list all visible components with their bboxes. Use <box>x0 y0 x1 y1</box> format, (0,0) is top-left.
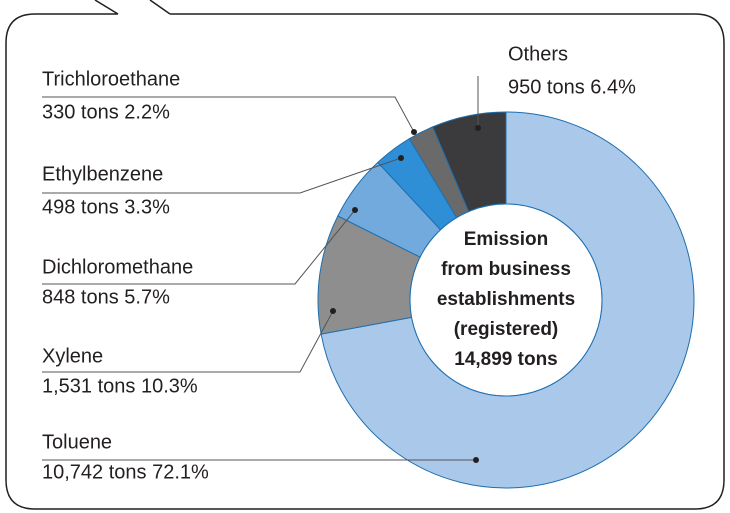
center-text: from business <box>441 259 571 280</box>
segment-name: Xylene <box>42 345 103 367</box>
leader-line <box>42 96 415 133</box>
leader-dot <box>473 457 479 463</box>
segment-name: Others <box>508 43 568 65</box>
segment-value: 950 tons 6.4% <box>508 76 636 98</box>
segment-name: Ethylbenzene <box>42 163 163 185</box>
center-text: (registered) <box>454 319 559 340</box>
segment-value: 498 tons 3.3% <box>42 196 170 218</box>
segment-name: Toluene <box>42 431 112 453</box>
segment-value: 1,531 tons 10.3% <box>42 375 198 397</box>
leader-dot <box>330 308 336 314</box>
leader-dot <box>352 207 358 213</box>
leader-dot <box>475 125 481 131</box>
segment-name: Trichloroethane <box>42 68 180 90</box>
leader-line <box>42 310 334 373</box>
segment-value: 848 tons 5.7% <box>42 286 170 308</box>
segment-value: 10,742 tons 72.1% <box>42 461 209 483</box>
leader-dot <box>398 155 404 161</box>
leader-line <box>42 209 356 285</box>
center-text: Emission <box>464 229 548 250</box>
leader-line <box>42 157 402 194</box>
segment-name: Dichloromethane <box>42 256 193 278</box>
segment-value: 330 tons 2.2% <box>42 101 170 123</box>
leader-dot <box>411 129 417 135</box>
donut-hole <box>409 203 603 397</box>
center-text: 14,899 tons <box>454 349 558 370</box>
center-text: establishments <box>437 289 575 310</box>
